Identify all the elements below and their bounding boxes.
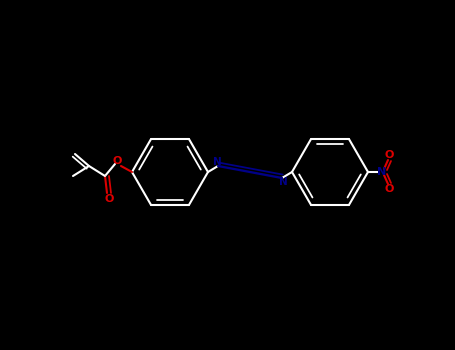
- Text: O: O: [104, 194, 114, 204]
- Text: N: N: [278, 177, 288, 187]
- Text: O: O: [384, 150, 394, 160]
- Text: N: N: [377, 167, 387, 177]
- Text: O: O: [384, 184, 394, 194]
- Text: O: O: [112, 156, 121, 166]
- Text: N: N: [212, 157, 222, 167]
